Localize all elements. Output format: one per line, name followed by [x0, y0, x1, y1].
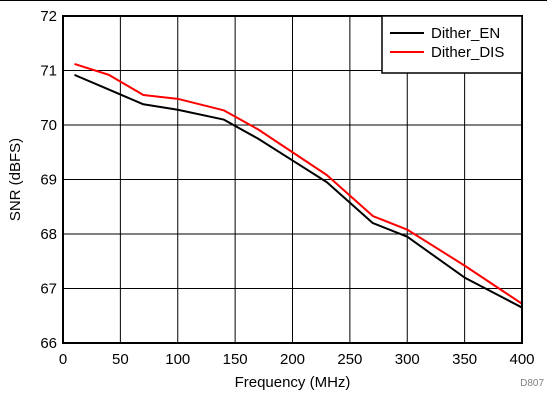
x-tick-label: 300	[395, 351, 420, 368]
y-tick-labels: 66 67 68 69 70 71 72	[40, 8, 57, 352]
y-tick-label: 70	[40, 117, 57, 134]
series-line-dither-en	[74, 73, 523, 309]
y-tick-label: 66	[40, 335, 57, 352]
plot-frame	[62, 15, 523, 344]
y-tick-label: 71	[40, 63, 57, 80]
legend: Dither_EN Dither_DIS	[381, 15, 523, 74]
x-axis-label: Frequency (MHz)	[235, 374, 351, 391]
series-lines	[74, 63, 523, 309]
x-tick-label: 250	[337, 351, 362, 368]
x-tick-label: 50	[112, 351, 129, 368]
x-tick-label: 400	[509, 351, 534, 368]
x-tick-label: 200	[280, 351, 305, 368]
top-rule	[0, 0, 547, 1]
x-tick-labels: 0 50 100 150 200 250 300 350 400	[59, 351, 535, 368]
y-tick-label: 69	[40, 172, 57, 189]
x-tick-label: 350	[452, 351, 477, 368]
y-tick-label: 67	[40, 281, 57, 298]
legend-label-dither-dis: Dither_DIS	[431, 44, 504, 61]
y-tick-label: 68	[40, 226, 57, 243]
y-axis-label: SNR (dBFS)	[7, 138, 24, 221]
x-tick-label: 100	[165, 351, 190, 368]
series-line-dither-dis	[74, 63, 523, 305]
legend-label-dither-en: Dither_EN	[431, 25, 500, 42]
y-tick-label: 72	[40, 8, 57, 25]
x-tick-label: 150	[223, 351, 248, 368]
figure-code: D807	[520, 378, 544, 389]
x-tick-label: 0	[59, 351, 67, 368]
legend-box	[381, 15, 523, 74]
